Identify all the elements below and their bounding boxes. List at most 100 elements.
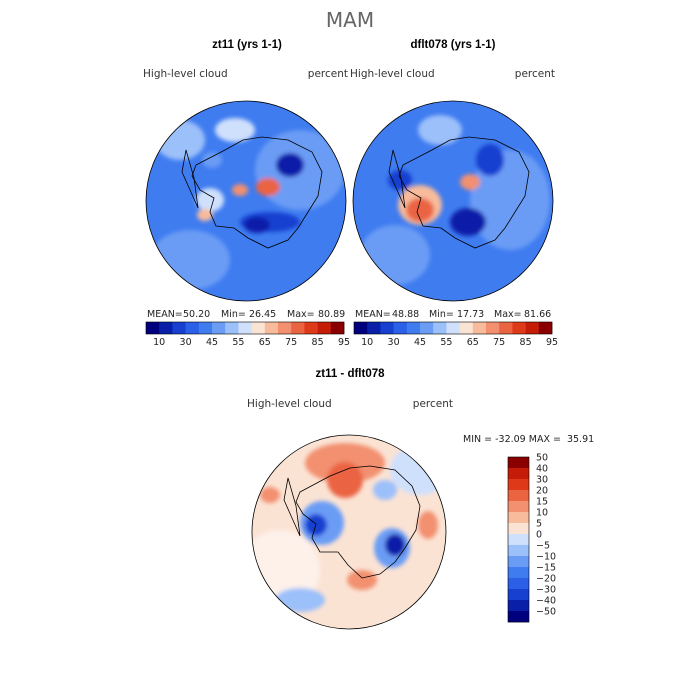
panel2-field-blob bbox=[476, 144, 504, 176]
panel2-colorbar-swatch bbox=[393, 322, 408, 334]
panel1-colorbar-swatch bbox=[198, 322, 213, 334]
panel2-peninsula-coastline bbox=[388, 149, 406, 209]
panel2-mean-label: MEAN= bbox=[355, 309, 391, 320]
panel1-field-blob bbox=[196, 188, 224, 212]
panel3-colorbar-swatch bbox=[508, 512, 529, 524]
panel3-colorbar-tick-label: −30 bbox=[536, 585, 556, 596]
panel3-title: zt11 - dflt078 bbox=[315, 368, 385, 380]
panel3-colorbar-swatch bbox=[508, 501, 529, 513]
panel3-field-blob bbox=[390, 445, 446, 495]
panel1-colorbar-tick-label: 30 bbox=[180, 337, 192, 348]
panel3-colorbar-swatch bbox=[508, 523, 529, 535]
panel2-min-value: 17.73 bbox=[457, 309, 484, 320]
panel1-field-blob bbox=[276, 153, 304, 177]
panel1-map bbox=[146, 101, 346, 301]
panel3-colorbar-swatch bbox=[508, 457, 529, 469]
panel1-colorbar-swatch bbox=[146, 322, 160, 334]
panel1-mean-value: 50.20 bbox=[183, 309, 210, 320]
panel3-units: percent bbox=[413, 398, 453, 410]
panel1-colorbar: 10 30 45 55 65 75 85 95 bbox=[145, 321, 350, 348]
panel2-field-blob bbox=[406, 198, 434, 222]
panel1-colorbar-swatch bbox=[251, 322, 266, 334]
panel2-colorbar-swatch bbox=[380, 322, 394, 334]
panel1-colorbar-swatch bbox=[330, 322, 345, 334]
panel1-colorbar-swatch bbox=[238, 322, 252, 334]
panel1-colorbar-swatch bbox=[264, 322, 279, 334]
panel1-mean-label: MEAN= bbox=[147, 309, 183, 320]
panel2-units: percent bbox=[515, 68, 555, 80]
panel2-map-border bbox=[352, 100, 554, 302]
panel1-colorbar-swatch bbox=[172, 322, 186, 334]
panel3-minmax: MIN = -32.09 MAX = 35.91 bbox=[463, 434, 594, 445]
panel3-colorbar-swatch bbox=[508, 567, 529, 579]
panel2-colorbar-swatch bbox=[538, 322, 553, 334]
panel2-field-blob bbox=[515, 155, 535, 175]
panel2-field-blob bbox=[388, 170, 412, 190]
panel3-field-blob bbox=[275, 588, 325, 612]
panel3-map-border bbox=[251, 434, 447, 630]
panel3-peninsula-coastline bbox=[283, 477, 301, 537]
panel3-colorbar-frame bbox=[507, 456, 530, 623]
panel3-field-label: High-level cloud bbox=[247, 398, 332, 410]
panel1-field-blob bbox=[150, 230, 230, 290]
panel1-field-blob bbox=[232, 184, 248, 196]
panel2-title: dflt078 (yrs 1-1) bbox=[410, 39, 495, 51]
panel1-max-value: 80.89 bbox=[318, 309, 345, 320]
panel2-colorbar-swatch bbox=[459, 322, 474, 334]
panel2-colorbar-swatch bbox=[525, 322, 540, 334]
panel3-colorbar-tick-label: 5 bbox=[536, 519, 542, 530]
panel3-map bbox=[252, 435, 446, 629]
panel3-colorbar-tick-label: −40 bbox=[536, 596, 556, 607]
panel1-colorbar-tick-label: 55 bbox=[232, 337, 244, 348]
panel1-field-blob bbox=[202, 152, 222, 168]
panel3-colorbar-tick-label: 40 bbox=[536, 464, 548, 475]
panel3-colorbar-tick-label: −15 bbox=[536, 563, 556, 574]
panel2-colorbar-tick-label: 65 bbox=[467, 337, 479, 348]
panel2-colorbar-tick-label: 95 bbox=[546, 337, 558, 348]
panel2-min-label: Min= bbox=[429, 309, 454, 320]
panel1-colorbar-swatch bbox=[291, 322, 305, 334]
panel1-field-blob bbox=[256, 178, 280, 196]
panel2-colorbar-swatch bbox=[420, 322, 434, 334]
panel1-colorbar-tick-label: 45 bbox=[206, 337, 218, 348]
panel3-colorbar-tick-label: −10 bbox=[536, 552, 556, 563]
panel3-field-blob bbox=[418, 511, 438, 539]
panel2-colorbar-tick-label: 10 bbox=[361, 337, 373, 348]
panel3-colorbar-swatch bbox=[508, 468, 529, 480]
panel2-colorbar-swatch bbox=[354, 322, 368, 334]
panel3-field-blob bbox=[385, 534, 405, 556]
figure-title: MAM bbox=[326, 8, 374, 32]
panel1-colorbar-swatch bbox=[278, 322, 292, 334]
panel3-colorbar-tick-label: −5 bbox=[536, 541, 550, 552]
panel2-colorbar-tick-label: 75 bbox=[493, 337, 505, 348]
panel2-colorbar-tick-label: 30 bbox=[388, 337, 400, 348]
panel3-field-blob bbox=[327, 462, 363, 498]
panel3-colorbar-tick-label: 50 bbox=[536, 453, 548, 464]
panel2-colorbar-swatch bbox=[512, 322, 526, 334]
panel3-antarctica-coastline bbox=[295, 465, 421, 579]
panel1-title: zt11 (yrs 1-1) bbox=[212, 39, 282, 51]
panel1-units: percent bbox=[308, 68, 348, 80]
panel3-colorbar-tick-label: −20 bbox=[536, 574, 556, 585]
panel3-colorbar-swatch bbox=[508, 479, 529, 491]
panel2-colorbar-swatch bbox=[446, 322, 460, 334]
panel1-colorbar-tick-label: 75 bbox=[285, 337, 297, 348]
panel3-colorbar-swatch bbox=[508, 589, 529, 601]
panel1-colorbar-swatch bbox=[159, 322, 173, 334]
panel2-max-value: 81.66 bbox=[524, 309, 551, 320]
panel3-colorbar-tick-label: 10 bbox=[536, 508, 548, 519]
panel2-colorbar-swatch bbox=[486, 322, 500, 334]
panel3-colorbar-swatch bbox=[508, 600, 529, 612]
panel1-antarctica-coastline bbox=[191, 136, 323, 249]
panel2-colorbar-swatch bbox=[367, 322, 381, 334]
panel2-colorbar: 10 30 45 55 65 75 85 95 bbox=[353, 321, 558, 348]
panel2-colorbar-frame bbox=[353, 321, 553, 335]
panel3-colorbar-tick-label: 30 bbox=[536, 475, 548, 486]
panel1-min-value: 26.45 bbox=[249, 309, 276, 320]
panel3-colorbar-swatch bbox=[508, 490, 529, 502]
panel1-colorbar-tick-label: 85 bbox=[312, 337, 324, 348]
panel1-colorbar-swatch bbox=[317, 322, 332, 334]
panel2-colorbar-swatch bbox=[472, 322, 487, 334]
panel1-colorbar-swatch bbox=[225, 322, 239, 334]
